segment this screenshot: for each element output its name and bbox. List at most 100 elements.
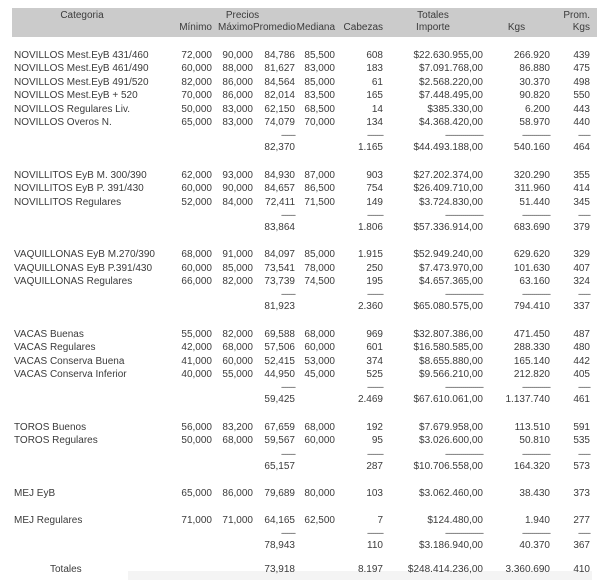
dash-row-cell-maximo: [212, 213, 253, 219]
table-row-cell-minimo: 41,000: [181, 355, 212, 367]
table-row-cell-promedio: 64,165: [264, 514, 295, 526]
table-row: VAQUILLONAS Regulares 66,000 82,000 73,739 7…: [12, 275, 597, 288]
dash-row-cell-kgs: --------------: [522, 382, 551, 393]
table-row-cell-mediana: 53,000: [304, 355, 335, 367]
table-row-cell-categoria: VAQUILLONAS EyB P.391/430: [14, 262, 153, 274]
subtotal-row-cell-maximo: [212, 300, 253, 313]
table-row-cell-prom_kgs: 480: [573, 342, 590, 354]
table-row-cell-kgs: 50.810: [519, 435, 550, 447]
grand-totals-row: Totales 73,918 8.197 $248.414.236,00 3.360.6…: [12, 563, 597, 576]
table-row-cell-categoria: NOVILLOS Overos N.: [14, 116, 112, 128]
table-row-cell-kgs: 101.630: [513, 262, 550, 274]
table-row-cell-mediana: 68,000: [304, 328, 335, 340]
table-row-cell-mediana: 70,000: [304, 116, 335, 128]
table-row-cell-cabezas: 969: [366, 328, 383, 340]
subtotal-row-cell-maximo: [212, 141, 253, 154]
table-row-cell-categoria: NOVILLOS Mest.EyB 491/520: [14, 76, 149, 88]
table-row-cell-prom_kgs: 487: [573, 328, 590, 340]
subtotal-row-cell-kgs: 40.370: [519, 540, 550, 552]
category-group-2: VAQUILLONAS EyB M.270/390 68,000 91,000 84,…: [12, 248, 597, 314]
table-row-cell-mediana: 85,000: [304, 76, 335, 88]
table-row: TOROS Buenos 56,000 83,200 67,659 68,000 192 $…: [12, 421, 597, 434]
table-row-cell-promedio: 73,739: [264, 276, 295, 288]
dash-row-cell-kgs: --------------: [522, 209, 551, 220]
header-precios: Precios: [225, 10, 260, 21]
table-row-cell-kgs: 1.940: [524, 514, 550, 526]
dash-row-cell-prom_kgs: ------: [578, 130, 591, 141]
table-row-cell-mediana: 71,500: [304, 196, 335, 208]
table-row-cell-prom_kgs: 550: [573, 90, 590, 102]
table-row-cell-kgs: 38.430: [519, 487, 550, 499]
table-row-cell-kgs: 471.450: [513, 328, 550, 340]
grand-totals-row-cell-prom_kgs: 410: [573, 563, 590, 575]
grand-totals-row-cell-promedio: 73,918: [264, 563, 295, 575]
table-row-cell-mediana: 86,500: [304, 183, 335, 195]
grand-totals-row-cell-minimo: [150, 563, 212, 576]
table-row-cell-kgs: 266.920: [513, 50, 550, 61]
subtotal-row-cell-categoria: [12, 221, 150, 234]
table-row-cell-cabezas: 14: [371, 103, 383, 115]
table-row-cell-prom_kgs: 414: [573, 183, 590, 195]
dash-row-cell-mediana: [295, 385, 335, 391]
table-row-cell-prom_kgs: 405: [573, 369, 590, 381]
dash-row-cell-prom_kgs: ------: [578, 528, 591, 539]
dash-row-cell-minimo: [150, 292, 212, 298]
dash-row-cell-cabezas: --------: [367, 448, 384, 459]
grand-totals-row-cell-cabezas: 8.197: [357, 563, 383, 575]
dash-row: ------- -------- ------------------- ------…: [12, 382, 597, 393]
table-row-cell-maximo: 85,000: [222, 262, 253, 274]
table-row-cell-mediana: 68,500: [304, 103, 335, 115]
subtotal-row-cell-prom_kgs: 461: [573, 394, 590, 406]
subtotal-row: 59,425 2.469 $67.610.061,00 1.137.740 461: [12, 393, 597, 406]
grand-totals-row-cell-kgs: 3.360.690: [505, 563, 551, 575]
header-prom: Prom.: [563, 10, 590, 21]
table-row-cell-importe: $4.657.365,00: [419, 276, 483, 288]
table-row-cell-kgs: 212.820: [513, 369, 550, 381]
table-row-cell-minimo: 71,000: [181, 514, 212, 526]
table-row-cell-kgs: 288.330: [513, 342, 550, 354]
table-row-cell-kgs: 58.970: [519, 116, 550, 128]
subtotal-row-cell-mediana: [295, 300, 335, 313]
subtotal-row-cell-cabezas: 110: [367, 540, 383, 552]
subtotal-row-cell-importe: $57.336.914,00: [413, 221, 483, 233]
table-row-cell-importe: $9.566.210,00: [419, 369, 483, 381]
subtotal-row-cell-categoria: [12, 141, 150, 154]
table-row-cell-mediana: 62,500: [304, 514, 335, 526]
table-row-cell-promedio: 84,657: [264, 183, 295, 195]
table-row-cell-importe: $22.630.955,00: [413, 50, 483, 61]
category-group-3: VACAS Buenas 55,000 82,000 69,588 68,000 969 $…: [12, 328, 597, 407]
table-row-cell-minimo: 70,000: [181, 90, 212, 102]
table-row-cell-categoria: VACAS Regulares: [14, 342, 96, 354]
table-row-cell-cabezas: 103: [366, 487, 383, 499]
table-row-cell-maximo: 83,200: [222, 421, 253, 433]
table-row: MEJ EyB 65,000 86,000 79,689 80,000 103 $3.062…: [12, 487, 597, 500]
table-row-cell-cabezas: 903: [366, 169, 383, 181]
table-row-cell-importe: $32.807.386,00: [413, 328, 483, 340]
subtotal-row-cell-prom_kgs: 573: [573, 460, 590, 472]
table-row-cell-categoria: VAQUILLONAS Regulares: [14, 276, 133, 288]
table-body: NOVILLOS Mest.EyB 431/460 72,000 90,000 84,…: [12, 35, 597, 576]
header-spacer-categoria: [12, 22, 150, 34]
subtotal-row: 82,370 1.165 $44.493.188,00 540.160 464: [12, 141, 597, 154]
category-group-4: TOROS Buenos 56,000 83,200 67,659 68,000 192 $…: [12, 421, 597, 473]
table-row-cell-importe: $26.409.710,00: [413, 183, 483, 195]
dash-row-cell-kgs: --------------: [522, 130, 551, 141]
dash-row-cell-promedio: -------: [281, 289, 296, 300]
table-row-cell-cabezas: 195: [366, 276, 383, 288]
table-row-cell-mediana: 87,000: [304, 169, 335, 181]
header-totales: Totales: [417, 10, 449, 21]
table-row-cell-prom_kgs: 442: [573, 355, 590, 367]
table-row-cell-prom_kgs: 277: [573, 514, 590, 526]
table-row-cell-maximo: 91,000: [222, 249, 253, 261]
table-row-cell-importe: $16.580.585,00: [413, 342, 483, 354]
table-row-cell-importe: $7.091.768,00: [419, 63, 483, 75]
table-row-cell-promedio: 84,930: [264, 169, 295, 181]
table-row-cell-minimo: 68,000: [181, 249, 212, 261]
header-row-groups: Categoria Precios Totales Prom.: [12, 10, 597, 22]
dash-row-cell-importe: -------------------: [445, 209, 484, 220]
dash-row-cell-categoria: [12, 531, 150, 537]
table-row-cell-kgs: 320.290: [513, 169, 550, 181]
dash-row-cell-prom_kgs: ------: [578, 209, 591, 220]
table-row-cell-minimo: 82,000: [181, 76, 212, 88]
table-row-cell-importe: $4.368.420,00: [419, 116, 483, 128]
